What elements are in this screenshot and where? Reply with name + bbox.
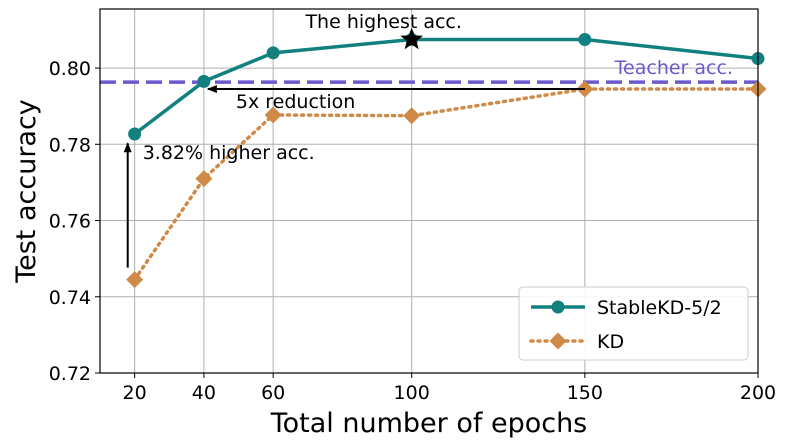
y-tick-label: 0.78	[49, 134, 91, 156]
x-tick-label: 150	[567, 382, 603, 404]
y-axis-label: Test accuracy	[11, 99, 42, 284]
plot-frame	[99, 8, 759, 374]
y-tick-label: 0.72	[49, 363, 91, 385]
stablekd-point	[128, 127, 142, 141]
kd-point	[126, 271, 144, 289]
highest-acc-star	[400, 27, 424, 50]
x-tick-label: 40	[192, 382, 216, 404]
reduction-label: 5x reduction	[236, 91, 355, 113]
y-tick-label: 0.76	[49, 211, 91, 233]
legend-marker	[551, 300, 565, 314]
y-tick-label: 0.80	[49, 58, 91, 80]
x-axis-label: Total number of epochs	[270, 408, 588, 439]
series-layer	[126, 32, 767, 289]
kd-point	[403, 107, 421, 125]
x-tick-label: 200	[740, 382, 776, 404]
x-tick-label: 20	[123, 382, 147, 404]
series-line-stablekd	[133, 37, 759, 136]
legend: StableKD-5/2 KD	[518, 286, 749, 361]
highest-acc-label: The highest acc.	[304, 11, 461, 33]
teacher-reference-label: Teacher acc.	[614, 57, 733, 79]
stablekd-point	[266, 46, 280, 60]
stablekd-point	[197, 74, 211, 88]
x-tick-label: 100	[394, 382, 430, 404]
axes-layer: 20 40 60 100 150 200 0.72 0.74 0.76 0.78 0.80 Total…	[11, 58, 776, 439]
higher-acc-label: 3.82% higher acc.	[143, 142, 315, 164]
legend-label: StableKD-5/2	[597, 297, 722, 319]
legend-label: KD	[597, 331, 624, 353]
annotation-layer: The highest acc. 5x reduction 3.82% higher…	[123, 11, 585, 268]
kd-point	[264, 106, 282, 124]
x-tick-label: 60	[261, 382, 285, 404]
series-line-kd	[132, 87, 760, 282]
legend-marker	[549, 332, 567, 350]
reference-layer: Teacher acc.	[100, 57, 758, 84]
kd-point	[195, 170, 213, 188]
stablekd-point	[578, 32, 592, 46]
y-tick-label: 0.74	[49, 287, 91, 309]
